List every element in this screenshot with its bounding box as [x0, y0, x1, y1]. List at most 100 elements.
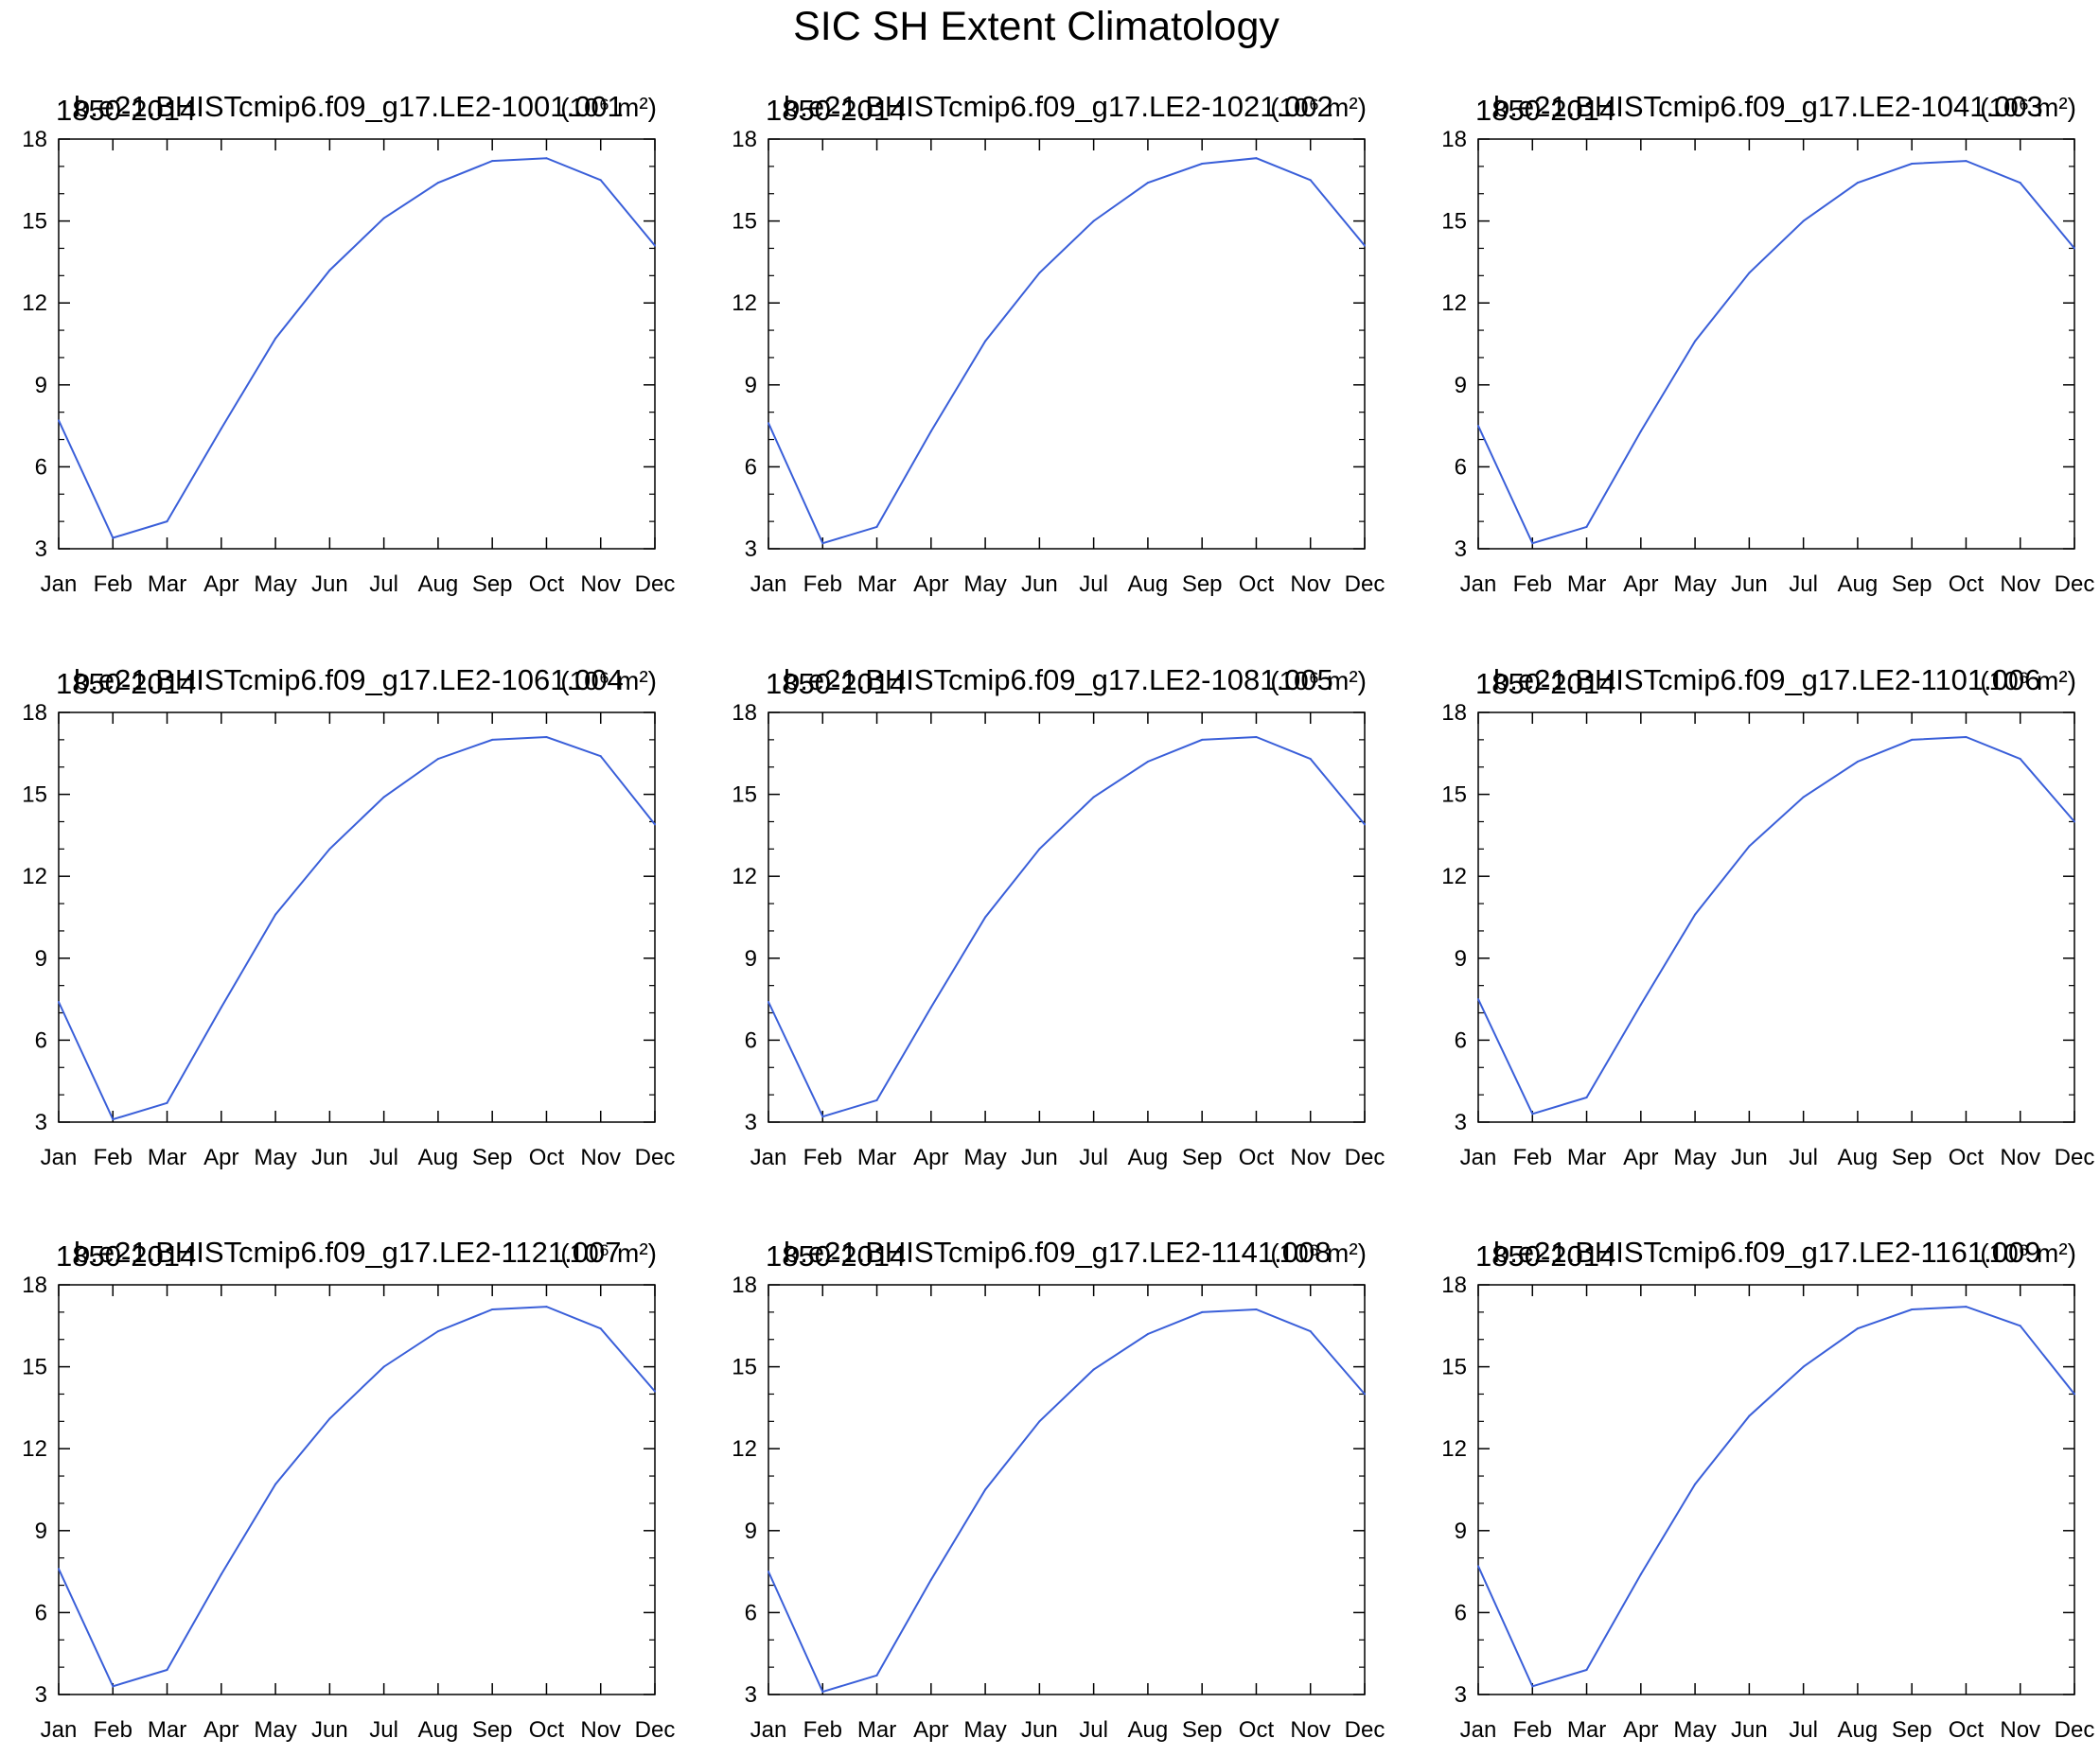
data-point	[274, 913, 277, 916]
figure-title: SIC SH Extent Climatology	[793, 4, 1279, 49]
x-tick-label: Oct	[529, 1145, 565, 1170]
panel-title: b.e21.BHISTcmip6.f09_g17.LE2-1001.001	[74, 90, 624, 123]
data-point	[821, 1115, 824, 1118]
y-tick-label: 6	[1455, 1027, 1467, 1053]
data-point	[382, 217, 385, 220]
data-point	[274, 1483, 277, 1485]
y-tick-label: 12	[22, 1436, 47, 1462]
y-tick-label: 9	[745, 373, 757, 398]
y-tick-label: 3	[745, 536, 757, 562]
data-point	[1802, 220, 1805, 222]
x-tick-label: Apr	[913, 1145, 948, 1170]
data-point	[1146, 182, 1149, 184]
y-tick-label: 15	[1441, 782, 1467, 808]
y-tick-label: 12	[732, 864, 757, 889]
x-tick-label: Jun	[311, 1717, 348, 1743]
panel-period: 1850-2014	[56, 1239, 196, 1273]
data-point	[1639, 1572, 1642, 1575]
y-tick-label: 15	[732, 782, 757, 808]
data-point	[654, 823, 656, 826]
x-tick-label: Jul	[1079, 1145, 1108, 1170]
y-tick-label: 9	[1455, 373, 1467, 398]
x-tick-label: Mar	[1567, 1145, 1606, 1170]
data-point	[1694, 340, 1697, 342]
x-tick-label: May	[963, 1145, 1006, 1170]
data-point	[1531, 542, 1534, 545]
series-line	[58, 735, 656, 1121]
y-tick-label: 3	[1455, 1110, 1467, 1135]
panel-units: (10⁶ m²)	[1980, 1238, 2076, 1268]
x-tick-label: Feb	[94, 1717, 132, 1743]
panel-period: 1850-2014	[56, 94, 196, 127]
x-tick-label: Aug	[418, 571, 459, 597]
data-point	[984, 916, 987, 919]
y-tick-label: 6	[35, 1600, 47, 1625]
x-tick-label: Sep	[1892, 571, 1932, 597]
data-point	[491, 160, 494, 163]
data-point	[929, 1578, 932, 1581]
y-tick-label: 15	[22, 782, 47, 808]
series-line	[768, 157, 1366, 545]
data-point	[2074, 247, 2075, 250]
data-point	[599, 755, 602, 758]
chart-panel: b.e21.BHISTcmip6.f09_g17.LE2-1041.003185…	[1441, 90, 2094, 597]
y-tick-label: 15	[22, 1355, 47, 1380]
panel-title: b.e21.BHISTcmip6.f09_g17.LE2-1101.006	[1493, 663, 2041, 696]
y-tick-label: 3	[1455, 1682, 1467, 1708]
x-tick-label: Nov	[1290, 1717, 1331, 1743]
x-tick-label: Feb	[94, 571, 132, 597]
y-tick-label: 9	[1455, 946, 1467, 972]
x-tick-label: Jul	[1789, 1145, 1818, 1170]
x-tick-label: Apr	[1623, 1145, 1658, 1170]
y-tick-label: 12	[22, 864, 47, 889]
x-tick-label: Nov	[2000, 1145, 2040, 1170]
chart-panel: b.e21.BHISTcmip6.f09_g17.LE2-1161.009185…	[1441, 1236, 2094, 1743]
panel-units: (10⁶ m²)	[560, 93, 657, 122]
data-point	[1146, 760, 1149, 763]
x-tick-label: May	[1673, 1145, 1716, 1170]
x-tick-label: Jan	[750, 571, 787, 597]
x-tick-label: May	[254, 1717, 296, 1743]
y-tick-label: 6	[1455, 454, 1467, 480]
y-tick-label: 15	[732, 209, 757, 235]
data-point	[166, 1101, 168, 1104]
data-point	[1639, 430, 1642, 432]
data-point	[1477, 998, 1479, 1001]
x-tick-label: Jul	[1079, 1717, 1108, 1743]
data-point	[1309, 179, 1312, 182]
panel-units: (10⁶ m²)	[1270, 93, 1367, 122]
x-tick-label: May	[1673, 1717, 1716, 1743]
data-point	[875, 1098, 878, 1101]
x-tick-label: Feb	[803, 1717, 842, 1743]
data-point	[1038, 1420, 1041, 1423]
series-line	[1477, 735, 2075, 1115]
data-point	[1585, 525, 1588, 528]
data-point	[768, 422, 769, 425]
y-tick-label: 18	[1441, 1273, 1467, 1298]
data-point	[1309, 1330, 1312, 1333]
data-point	[220, 427, 222, 430]
y-tick-label: 12	[1441, 1436, 1467, 1462]
y-tick-label: 15	[732, 1355, 757, 1380]
chart-panel: b.e21.BHISTcmip6.f09_g17.LE2-1021.002185…	[732, 90, 1385, 597]
series-line	[58, 1306, 656, 1688]
y-tick-label: 18	[22, 700, 47, 726]
data-point	[1309, 758, 1312, 761]
data-point	[1856, 1327, 1859, 1330]
x-tick-label: Apr	[1623, 571, 1658, 597]
y-tick-label: 3	[745, 1110, 757, 1135]
data-point	[112, 536, 115, 539]
x-tick-label: Mar	[857, 571, 896, 597]
x-tick-label: Jan	[1460, 1717, 1497, 1743]
data-point	[2019, 758, 2021, 761]
plot-frame	[768, 711, 1366, 1123]
series-line	[768, 1308, 1366, 1694]
x-tick-label: Oct	[1239, 1145, 1275, 1170]
data-point	[220, 1572, 222, 1575]
x-tick-label: Jul	[369, 1145, 398, 1170]
x-tick-label: Jun	[1731, 1145, 1768, 1170]
y-tick-label: 18	[1441, 700, 1467, 726]
data-point	[220, 1006, 222, 1009]
data-point	[166, 1669, 168, 1672]
chart-panel: b.e21.BHISTcmip6.f09_g17.LE2-1001.001185…	[22, 90, 675, 597]
